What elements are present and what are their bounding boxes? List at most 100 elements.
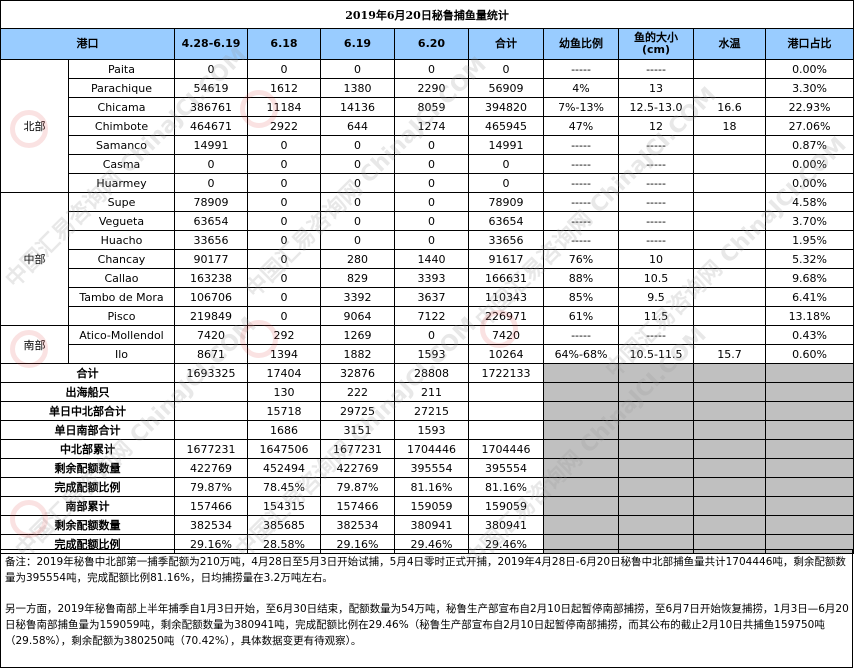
table-row: Chancay 90177 0 280 1440 91617 76% 10 5.32% <box>1 249 854 269</box>
data-cell <box>693 268 766 288</box>
data-cell: ----- <box>618 325 694 345</box>
data-cell <box>693 211 766 231</box>
gray-cell <box>543 515 619 535</box>
summary-cell <box>174 401 248 421</box>
data-cell: 16.6 <box>693 97 766 117</box>
data-cell: ----- <box>618 211 694 231</box>
port-name: Callao <box>68 268 175 288</box>
port-name: Chicama <box>68 97 175 117</box>
data-cell: 63654 <box>468 211 544 231</box>
data-cell: 1269 <box>320 325 395 345</box>
data-cell: 14991 <box>468 135 544 155</box>
data-cell: 0 <box>247 287 321 307</box>
data-cell <box>693 249 766 269</box>
summary-cell: 1704446 <box>468 439 544 459</box>
data-cell: ----- <box>618 230 694 250</box>
summary-cell: 159059 <box>468 496 544 516</box>
data-cell: ----- <box>618 154 694 174</box>
data-cell: 0 <box>247 268 321 288</box>
data-cell: 3.30% <box>764 78 854 98</box>
summary-label: 单日中北部合计 <box>0 401 175 421</box>
port-name: Parachique <box>68 78 175 98</box>
data-cell: ----- <box>543 59 619 79</box>
summary-label: 剩余配额数量 <box>0 458 175 478</box>
gray-cell <box>764 363 854 383</box>
data-cell: ----- <box>618 135 694 155</box>
port-name: Ilo <box>68 344 175 364</box>
data-cell: 13.18% <box>764 306 854 326</box>
data-cell: 0 <box>320 230 395 250</box>
gray-cell <box>543 420 619 440</box>
data-cell: 90177 <box>174 249 248 269</box>
data-cell: 0.60% <box>764 344 854 364</box>
summary-row: 出海船只 130 222 211 <box>0 382 854 402</box>
data-cell: 54619 <box>174 78 248 98</box>
data-cell: 9.5 <box>618 287 694 307</box>
data-cell: 11184 <box>247 97 321 117</box>
data-cell: 1.95% <box>764 230 854 250</box>
summary-cell: 79.87% <box>320 477 395 497</box>
data-cell: 22.93% <box>764 97 854 117</box>
port-name: Chancay <box>68 249 175 269</box>
data-cell: 88% <box>543 268 619 288</box>
summary-cell: 157466 <box>174 496 248 516</box>
gray-cell <box>693 420 766 440</box>
data-cell: 27.06% <box>764 116 854 136</box>
data-cell: 3392 <box>320 287 395 307</box>
gray-cell <box>618 515 694 535</box>
table-row: Samanco 14991 0 0 0 14991 ----- ----- 0.87% <box>1 135 854 155</box>
port-name: Huarmey <box>68 173 175 193</box>
data-cell: 0 <box>394 230 469 250</box>
table-row: Vegueta 63654 0 0 0 63654 ----- ----- 3.70% <box>1 211 854 231</box>
table-row: 中部 Supe 78909 0 0 0 78909 ----- ----- 4.58% <box>0 192 854 326</box>
data-cell <box>693 192 766 212</box>
gray-cell <box>693 477 766 497</box>
summary-cell <box>468 420 544 440</box>
data-cell: 0 <box>247 154 321 174</box>
summary-cell: 1704446 <box>394 439 469 459</box>
data-cell: 0 <box>394 325 469 345</box>
summary-cell: 157466 <box>320 496 395 516</box>
data-cell <box>693 173 766 193</box>
gray-cell <box>543 401 619 421</box>
data-cell: ----- <box>543 192 619 212</box>
summary-cell: 1677231 <box>320 439 395 459</box>
data-cell: 0 <box>247 306 321 326</box>
data-cell: 9.68% <box>764 268 854 288</box>
data-cell: 386761 <box>174 97 248 117</box>
remark-north: 备注：2019年秘鲁中北部第一捕季配额为210万吨，4月28日至5月3日开始试捕… <box>5 556 846 584</box>
gray-cell <box>764 439 854 459</box>
summary-row: 剩余配额数量 422769 452494 422769 395554 395554 <box>0 458 854 478</box>
data-cell: 0 <box>174 173 248 193</box>
summary-label: 合计 <box>0 363 175 383</box>
data-cell: 11.5 <box>618 306 694 326</box>
data-cell: 0 <box>468 173 544 193</box>
column-header: 6.19 <box>320 28 395 60</box>
data-cell: 465945 <box>468 116 544 136</box>
data-cell: 0 <box>320 59 395 79</box>
data-cell: 226971 <box>468 306 544 326</box>
data-cell: 2290 <box>394 78 469 98</box>
summary-cell: 380941 <box>394 515 469 535</box>
summary-label: 南部累计 <box>0 496 175 516</box>
data-cell: 3.70% <box>764 211 854 231</box>
data-cell: 219849 <box>174 306 248 326</box>
summary-cell: 1593 <box>394 420 469 440</box>
summary-cell: 78.45% <box>247 477 321 497</box>
gray-cell <box>764 401 854 421</box>
summary-cell: 79.87% <box>174 477 248 497</box>
summary-label: 剩余配额数量 <box>0 515 175 535</box>
data-cell: 0.00% <box>764 154 854 174</box>
gray-cell <box>764 458 854 478</box>
gray-cell <box>693 496 766 516</box>
gray-cell <box>764 477 854 497</box>
data-cell: 9064 <box>320 306 395 326</box>
data-cell: 6.41% <box>764 287 854 307</box>
data-cell <box>693 230 766 250</box>
data-cell: 2922 <box>247 116 321 136</box>
column-header: 港口 <box>0 28 175 60</box>
data-cell: 0 <box>247 211 321 231</box>
summary-label: 完成配额比例 <box>0 477 175 497</box>
data-cell: 0 <box>394 192 469 212</box>
data-cell: 8671 <box>174 344 248 364</box>
